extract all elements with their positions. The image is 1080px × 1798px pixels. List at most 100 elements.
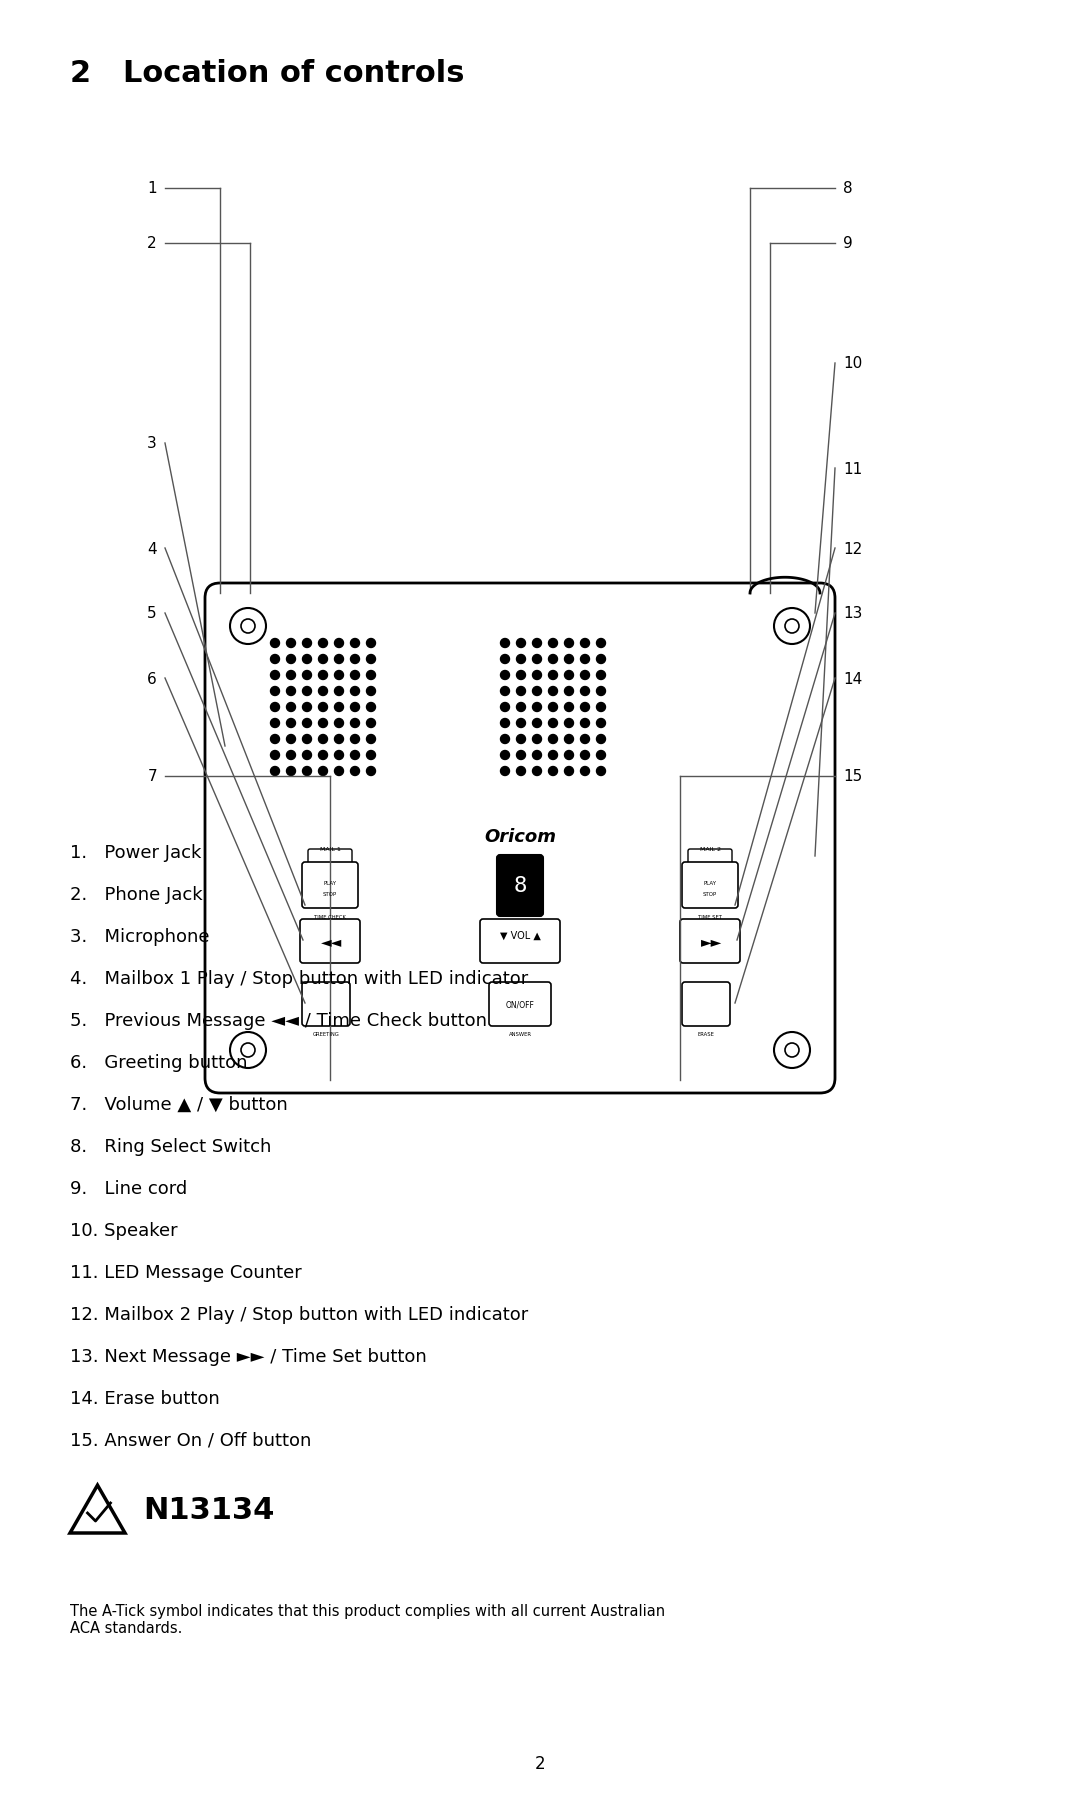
Text: TIME CHECK: TIME CHECK: [314, 915, 346, 919]
Text: 13. Next Message ►► / Time Set button: 13. Next Message ►► / Time Set button: [70, 1347, 427, 1365]
Circle shape: [596, 671, 606, 680]
Circle shape: [596, 735, 606, 744]
FancyBboxPatch shape: [300, 919, 360, 964]
Circle shape: [565, 752, 573, 761]
Circle shape: [581, 719, 590, 728]
Circle shape: [319, 703, 327, 712]
Text: 5.   Previous Message ◄◄ / Time Check button: 5. Previous Message ◄◄ / Time Check butt…: [70, 1012, 487, 1030]
Circle shape: [549, 752, 557, 761]
Circle shape: [565, 703, 573, 712]
Circle shape: [581, 768, 590, 777]
Circle shape: [516, 638, 526, 647]
Text: 15. Answer On / Off button: 15. Answer On / Off button: [70, 1431, 311, 1449]
Circle shape: [581, 654, 590, 663]
Text: MAIL 2: MAIL 2: [700, 847, 720, 852]
Text: 4: 4: [147, 541, 157, 556]
Circle shape: [286, 671, 296, 680]
Circle shape: [532, 752, 541, 761]
Text: 6.   Greeting button: 6. Greeting button: [70, 1054, 247, 1072]
Text: 13: 13: [843, 606, 862, 620]
Circle shape: [366, 719, 376, 728]
Circle shape: [335, 719, 343, 728]
Circle shape: [366, 735, 376, 744]
Text: 10. Speaker: 10. Speaker: [70, 1221, 177, 1239]
FancyBboxPatch shape: [480, 919, 561, 964]
Circle shape: [516, 654, 526, 663]
Circle shape: [532, 654, 541, 663]
Text: 3: 3: [147, 437, 157, 451]
Circle shape: [351, 671, 360, 680]
Circle shape: [335, 703, 343, 712]
Circle shape: [335, 654, 343, 663]
FancyBboxPatch shape: [302, 982, 350, 1027]
Circle shape: [596, 752, 606, 761]
Circle shape: [500, 687, 510, 696]
Circle shape: [500, 671, 510, 680]
Circle shape: [351, 768, 360, 777]
Text: 9: 9: [843, 236, 853, 252]
Circle shape: [596, 719, 606, 728]
Circle shape: [351, 703, 360, 712]
Text: 11: 11: [843, 462, 862, 476]
Circle shape: [270, 703, 280, 712]
Circle shape: [319, 638, 327, 647]
Circle shape: [351, 735, 360, 744]
Circle shape: [302, 735, 311, 744]
Circle shape: [270, 654, 280, 663]
Text: 1.   Power Jack: 1. Power Jack: [70, 843, 201, 861]
Circle shape: [302, 703, 311, 712]
Circle shape: [351, 687, 360, 696]
Circle shape: [581, 671, 590, 680]
Circle shape: [302, 654, 311, 663]
Circle shape: [500, 703, 510, 712]
FancyBboxPatch shape: [308, 849, 352, 867]
Circle shape: [500, 768, 510, 777]
Text: ANSWER: ANSWER: [509, 1032, 531, 1036]
Text: 9.   Line cord: 9. Line cord: [70, 1179, 187, 1197]
Text: 12. Mailbox 2 Play / Stop button with LED indicator: 12. Mailbox 2 Play / Stop button with LE…: [70, 1305, 528, 1323]
Circle shape: [319, 735, 327, 744]
Circle shape: [532, 735, 541, 744]
Circle shape: [286, 638, 296, 647]
Circle shape: [549, 703, 557, 712]
Circle shape: [532, 719, 541, 728]
Circle shape: [286, 654, 296, 663]
Text: 3.   Microphone: 3. Microphone: [70, 928, 210, 946]
Circle shape: [302, 768, 311, 777]
Text: 2: 2: [147, 236, 157, 252]
Circle shape: [532, 671, 541, 680]
Circle shape: [366, 703, 376, 712]
Text: 2: 2: [535, 1755, 545, 1773]
Circle shape: [270, 752, 280, 761]
Circle shape: [286, 687, 296, 696]
Text: MAIL 1: MAIL 1: [320, 847, 340, 852]
Circle shape: [500, 638, 510, 647]
Circle shape: [581, 752, 590, 761]
Circle shape: [366, 752, 376, 761]
Circle shape: [270, 768, 280, 777]
Circle shape: [549, 735, 557, 744]
Circle shape: [335, 671, 343, 680]
Text: 10: 10: [843, 356, 862, 372]
Text: 11. LED Message Counter: 11. LED Message Counter: [70, 1264, 301, 1282]
FancyBboxPatch shape: [302, 863, 357, 908]
Circle shape: [351, 638, 360, 647]
Text: 7: 7: [147, 770, 157, 784]
Circle shape: [319, 719, 327, 728]
Circle shape: [565, 654, 573, 663]
Text: TIME SET: TIME SET: [698, 915, 723, 919]
Text: ON/OFF: ON/OFF: [505, 1000, 535, 1009]
Circle shape: [366, 671, 376, 680]
Text: 14: 14: [843, 671, 862, 687]
Circle shape: [565, 638, 573, 647]
FancyBboxPatch shape: [489, 982, 551, 1027]
Text: 8.   Ring Select Switch: 8. Ring Select Switch: [70, 1138, 271, 1156]
Text: 5: 5: [147, 606, 157, 620]
Text: ◄◄: ◄◄: [322, 935, 342, 949]
Circle shape: [549, 687, 557, 696]
Circle shape: [270, 719, 280, 728]
Circle shape: [532, 638, 541, 647]
Circle shape: [319, 768, 327, 777]
Circle shape: [565, 719, 573, 728]
Circle shape: [366, 654, 376, 663]
